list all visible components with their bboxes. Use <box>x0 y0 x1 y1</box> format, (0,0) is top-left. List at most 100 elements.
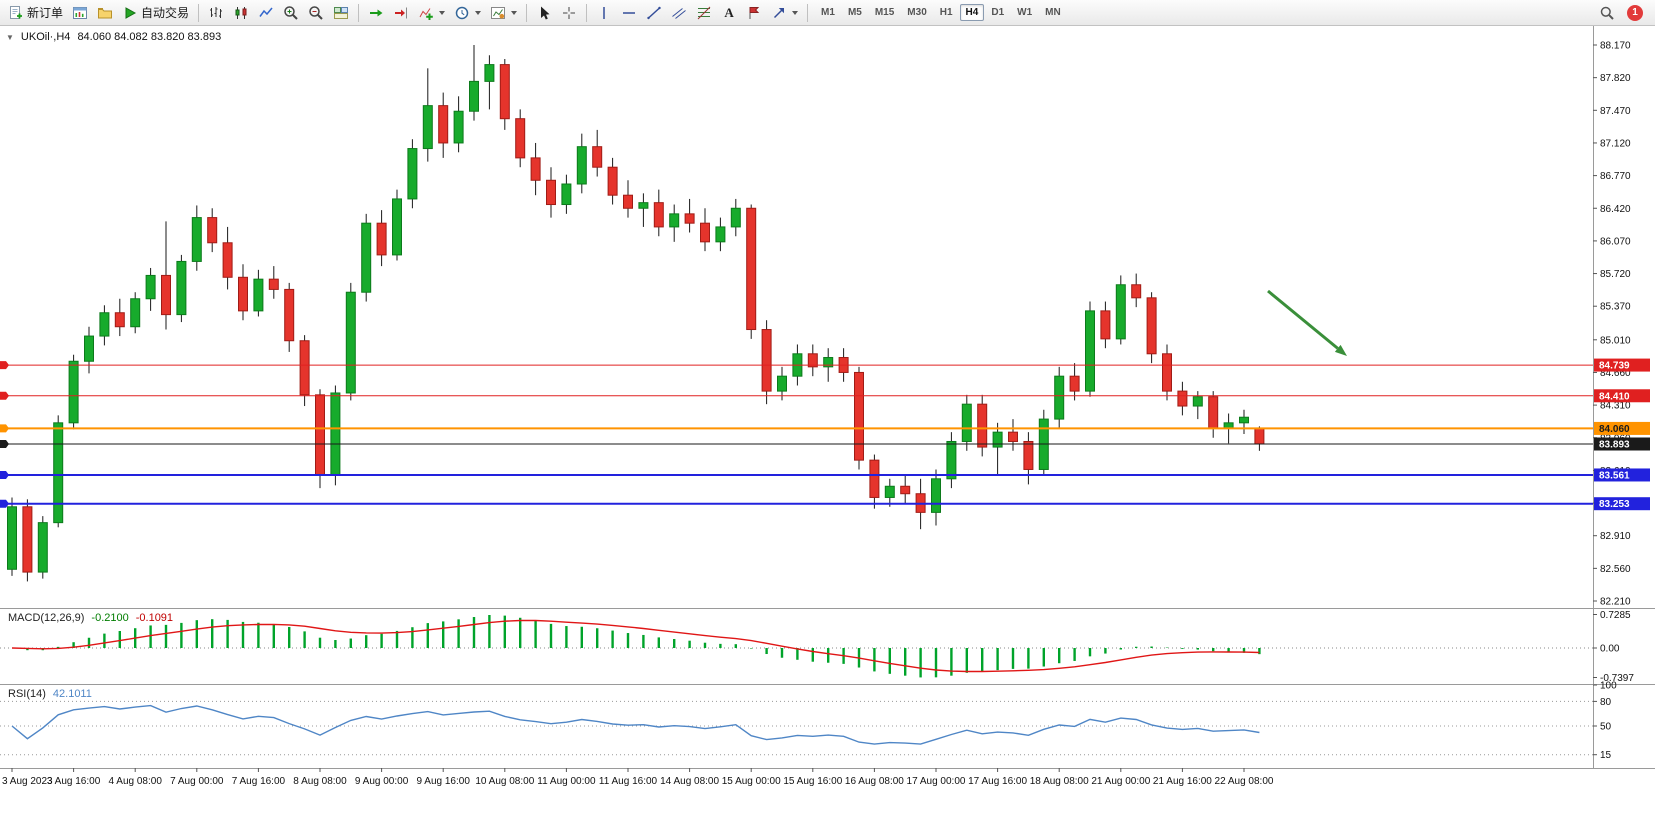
collapse-icon[interactable]: ▼ <box>6 32 14 42</box>
cursor-button[interactable] <box>532 2 556 24</box>
bar-chart-icon <box>210 6 223 18</box>
svg-text:100: 100 <box>1600 681 1617 692</box>
toolbar-separator <box>586 3 588 22</box>
autotrading-button[interactable]: 自动交易 <box>118 2 193 24</box>
arrow-annotation <box>1267 289 1347 356</box>
auto-scroll-icon <box>370 9 383 16</box>
svg-text:84.660: 84.660 <box>1600 368 1631 379</box>
svg-text:0.00: 0.00 <box>1600 644 1620 655</box>
horizontal-levels: 84.739 84.410 84.060 83.893 83.561 83.253 <box>0 358 1650 511</box>
label-tool-button[interactable] <box>742 2 766 24</box>
tile-windows-button[interactable] <box>329 2 353 24</box>
new-order-button[interactable]: 新订单 <box>4 2 67 24</box>
svg-text:3 Aug 2023: 3 Aug 2023 <box>2 776 53 787</box>
svg-text:83.893: 83.893 <box>1599 440 1630 451</box>
svg-text:17 Aug 00:00: 17 Aug 00:00 <box>907 776 966 787</box>
rsi-pane: 100 80 50 15 <box>0 681 1617 761</box>
horizontal-line-tool-button[interactable] <box>617 2 641 24</box>
crosshair-button[interactable] <box>557 2 581 24</box>
svg-text:85.370: 85.370 <box>1600 302 1631 313</box>
chart-shift-icon <box>395 7 408 18</box>
text-tool-button[interactable]: A <box>717 2 741 24</box>
svg-text:9 Aug 16:00: 9 Aug 16:00 <box>417 776 471 787</box>
svg-text:88.170: 88.170 <box>1600 41 1631 52</box>
timeframe-W1[interactable]: W1 <box>1017 7 1033 18</box>
templates-button[interactable] <box>486 2 521 24</box>
zoom-out-button[interactable] <box>304 2 328 24</box>
zoom-in-button[interactable] <box>279 2 303 24</box>
caret-icon <box>475 10 482 15</box>
caret-icon <box>511 10 518 15</box>
timeframe-M30[interactable]: M30 <box>907 7 927 18</box>
cursor-icon <box>541 6 550 19</box>
rsi-value: 42.1011 <box>52 688 92 700</box>
arrows-tool-button[interactable] <box>767 2 802 24</box>
svg-text:84.310: 84.310 <box>1600 401 1631 412</box>
notification-badge[interactable]: 1 <box>1627 4 1643 21</box>
auto-scroll-button[interactable] <box>364 2 388 24</box>
svg-text:84.060: 84.060 <box>1599 424 1630 435</box>
svg-text:7 Aug 00:00: 7 Aug 00:00 <box>170 776 224 787</box>
chart-canvas[interactable]: 88.170 87.820 87.470 87.120 86.770 86.420 86.0… <box>0 26 1655 791</box>
profiles-button[interactable] <box>93 2 117 24</box>
periods-button[interactable] <box>450 2 485 24</box>
timeframe-H1[interactable]: H1 <box>939 7 953 18</box>
caret-icon <box>792 10 799 15</box>
chart-title: ▼ UKOil·,H4 84.060 84.082 83.820 83.893 <box>6 31 221 43</box>
svg-text:50: 50 <box>1600 722 1612 733</box>
rsi-name: RSI(14) <box>8 688 46 700</box>
label-flag-icon <box>749 6 760 19</box>
svg-text:87.120: 87.120 <box>1600 138 1631 149</box>
new-order-icon <box>10 5 22 19</box>
svg-text:21 Aug 00:00: 21 Aug 00:00 <box>1091 776 1150 787</box>
candlestick-chart-button[interactable] <box>229 2 253 24</box>
horizontal-line-icon <box>623 11 636 14</box>
chart-shift-button[interactable] <box>389 2 413 24</box>
search-icon <box>1600 6 1614 20</box>
macd-label: MACD(12,26,9) -0.2100 -0.1091 <box>8 612 173 624</box>
timeframe-MN[interactable]: MN <box>1045 7 1061 18</box>
timeframe-D1[interactable]: D1 <box>991 7 1005 18</box>
indicators-button[interactable] <box>414 2 449 24</box>
bar-chart-button[interactable] <box>204 2 228 24</box>
new-chart-button[interactable] <box>68 2 92 24</box>
macd-name: MACD(12,26,9) <box>8 612 85 624</box>
macd-pane: 0.7285 0.00 -0.7397 <box>0 610 1634 684</box>
crosshair-icon <box>563 6 576 19</box>
svg-text:15: 15 <box>1600 750 1612 761</box>
vertical-line-icon <box>603 6 605 19</box>
svg-text:14 Aug 08:00: 14 Aug 08:00 <box>660 776 719 787</box>
channel-tool-button[interactable] <box>667 2 691 24</box>
fibonacci-icon <box>697 6 711 19</box>
candlesticks <box>7 45 1265 582</box>
timeframe-M1[interactable]: M1 <box>821 7 835 18</box>
trendline-icon <box>647 6 661 19</box>
macd-signal-value: -0.1091 <box>135 612 174 624</box>
svg-text:86.070: 86.070 <box>1600 236 1631 247</box>
timeframe-M15[interactable]: M15 <box>874 7 895 18</box>
line-chart-button[interactable] <box>254 2 278 24</box>
toolbar-right-group: 1 <box>1595 2 1651 24</box>
templates-icon <box>491 6 506 19</box>
indicators-icon <box>419 7 433 20</box>
zoom-out-icon <box>309 5 323 20</box>
fibonacci-tool-button[interactable] <box>692 2 716 24</box>
timeframe-H4[interactable]: H4 <box>959 4 985 21</box>
arrows-tool-icon <box>774 7 785 18</box>
timeframe-M5[interactable]: M5 <box>847 7 862 18</box>
svg-text:82.910: 82.910 <box>1600 531 1631 542</box>
svg-text:17 Aug 16:00: 17 Aug 16:00 <box>968 776 1027 787</box>
svg-text:18 Aug 08:00: 18 Aug 08:00 <box>1030 776 1089 787</box>
trendline-tool-button[interactable] <box>642 2 666 24</box>
toolbar-separator <box>526 3 528 22</box>
ohlc-values: 84.060 84.082 83.820 83.893 <box>77 31 222 43</box>
search-button[interactable] <box>1595 2 1619 24</box>
toolbar-separator <box>358 3 360 22</box>
vertical-line-tool-button[interactable] <box>592 2 616 24</box>
timeframe-group: M1 M5 M15 M30 H1 H4 D1 W1 MN <box>815 4 1067 21</box>
svg-text:21 Aug 16:00: 21 Aug 16:00 <box>1153 776 1212 787</box>
svg-text:4 Aug 08:00: 4 Aug 08:00 <box>109 776 163 787</box>
svg-text:16 Aug 08:00: 16 Aug 08:00 <box>845 776 904 787</box>
svg-text:11 Aug 16:00: 11 Aug 16:00 <box>599 776 658 787</box>
